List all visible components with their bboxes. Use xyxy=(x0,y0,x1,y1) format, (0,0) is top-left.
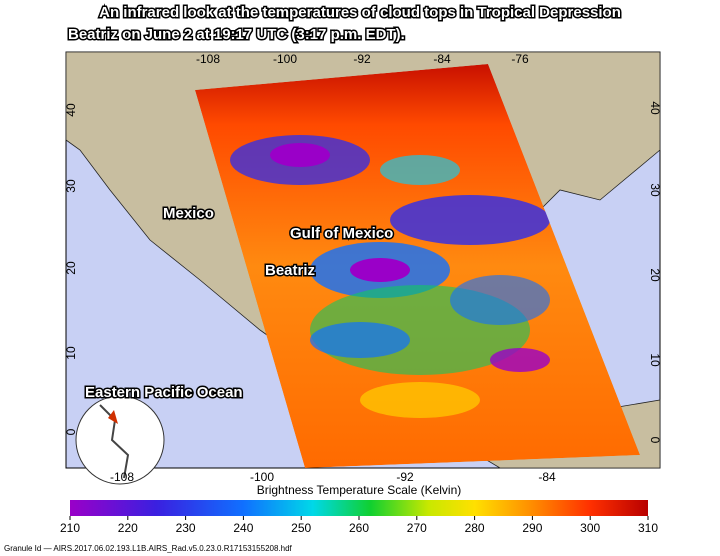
colorbar-tick-label: 240 xyxy=(233,521,253,535)
colorbar-tick-label: 290 xyxy=(522,521,542,535)
axis-label: 30 xyxy=(64,179,78,193)
axis-label: -84 xyxy=(433,52,451,66)
axis-label: 40 xyxy=(648,101,662,115)
title: Beatriz on June 2 at 19:17 UTC (3:17 p.m… xyxy=(68,26,405,43)
axis-label: -100 xyxy=(250,470,274,484)
colorbar-tick-label: 260 xyxy=(349,521,369,535)
globe-marker xyxy=(108,410,118,424)
colorbar-tick-label: 230 xyxy=(176,521,196,535)
axis-label: 20 xyxy=(64,261,78,275)
axis-label: -100 xyxy=(273,52,297,66)
axis-label: 30 xyxy=(648,183,662,197)
axis-label: 40 xyxy=(64,103,78,117)
colorbar-tick-label: 210 xyxy=(60,521,80,535)
axis-label: 10 xyxy=(64,346,78,360)
colorbar-tick-label: 270 xyxy=(407,521,427,535)
axis-label: 20 xyxy=(648,268,662,282)
axis-label: -84 xyxy=(538,470,556,484)
axis-label: -92 xyxy=(396,470,414,484)
map xyxy=(65,51,661,485)
axis-label: 0 xyxy=(648,437,662,444)
axis-label: -76 xyxy=(511,52,529,66)
swath xyxy=(195,64,640,468)
map-label: Beatriz xyxy=(265,262,315,279)
colorbar-tick-label: 220 xyxy=(118,521,138,535)
colorbar-tick-label: 300 xyxy=(580,521,600,535)
colorbar-title: Brightness Temperature Scale (Kelvin) xyxy=(257,483,462,497)
axis-label: -108 xyxy=(110,470,134,484)
title: An infrared look at the temperatures of … xyxy=(99,4,621,21)
colorbar-tick-label: 280 xyxy=(465,521,485,535)
colorbar-tick-label: 310 xyxy=(638,521,658,535)
axis-label: 10 xyxy=(648,353,662,367)
globe-land xyxy=(99,404,130,479)
map-label: Eastern Pacific Ocean xyxy=(85,384,243,401)
axis-label: -92 xyxy=(353,52,371,66)
axis-label: 0 xyxy=(64,428,78,435)
axis-label: -108 xyxy=(196,52,220,66)
map-label: Mexico xyxy=(163,205,214,222)
map-label: Gulf of Mexico xyxy=(290,225,393,242)
colorbar xyxy=(70,500,648,516)
globe-inset xyxy=(75,395,165,485)
colorbar-tick-label: 250 xyxy=(291,521,311,535)
footer: Granule Id — AIRS.2017.06.02.193.L1B.AIR… xyxy=(4,544,293,553)
